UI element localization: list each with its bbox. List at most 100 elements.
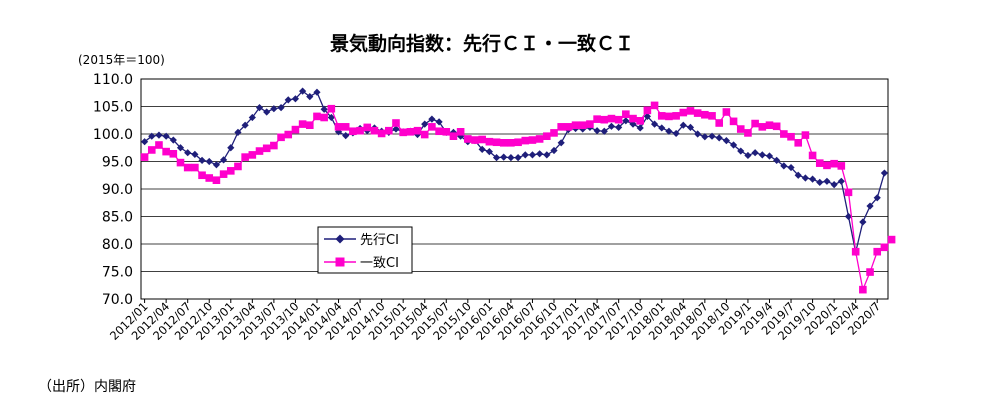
- data-point: [866, 268, 874, 276]
- data-point: [629, 114, 637, 123]
- data-point: [485, 137, 494, 146]
- data-point: [464, 135, 472, 143]
- data-point: [327, 113, 335, 122]
- data-point: [392, 125, 400, 133]
- plot-area: [140, 78, 889, 300]
- data-point: [356, 126, 364, 135]
- x-axis-ticks: 2012/012012/042012/072012/102013/012013/…: [107, 299, 883, 343]
- y-tick-label: 85.0: [102, 210, 133, 226]
- data-point: [701, 110, 709, 119]
- data-point: [550, 146, 558, 155]
- data-point: [219, 170, 228, 178]
- data-point: [320, 113, 328, 122]
- data-point: [607, 114, 616, 123]
- data-point: [449, 132, 458, 140]
- data-point: [744, 151, 752, 160]
- data-point: [751, 119, 759, 128]
- data-point: [543, 151, 551, 159]
- data-point: [643, 106, 652, 115]
- data-point: [758, 151, 766, 159]
- data-point: [212, 161, 221, 169]
- y-axis-ticks: 110.0 105.0 100.0 95.0 90.0 85.0 80.0 75.0 70.0: [93, 72, 133, 308]
- data-point: [600, 115, 609, 124]
- data-point: [241, 153, 249, 161]
- data-point: [291, 125, 300, 134]
- data-point: [729, 117, 738, 126]
- data-point: [507, 139, 515, 147]
- chart-title: 景気動向指数：先行ＣＩ・一致ＣＩ: [330, 32, 634, 55]
- data-point: [255, 104, 264, 112]
- data-point: [528, 136, 537, 144]
- data-point: [765, 121, 774, 129]
- legend: 先行CI 一致CI: [317, 226, 413, 274]
- data-point: [564, 123, 573, 131]
- data-point: [665, 127, 673, 135]
- data-point: [478, 135, 486, 144]
- data-point: [406, 128, 415, 136]
- data-point: [715, 134, 723, 142]
- data-point: [492, 138, 501, 147]
- data-point: [191, 150, 199, 158]
- data-point: [327, 104, 336, 113]
- data-point: [413, 126, 422, 135]
- data-point: [851, 247, 860, 256]
- data-point: [578, 121, 587, 129]
- y-tick-label: 105.0: [93, 100, 133, 116]
- gridlines: [141, 78, 888, 300]
- data-point: [859, 218, 867, 226]
- data-point: [334, 123, 343, 131]
- data-point: [155, 131, 163, 139]
- data-point: [729, 141, 738, 149]
- data-point: [535, 135, 544, 143]
- data-point: [880, 243, 889, 252]
- data-point: [191, 163, 199, 172]
- data-point: [715, 119, 724, 127]
- data-point: [305, 121, 314, 129]
- source-note: （出所）内閣府: [38, 379, 136, 395]
- data-point: [284, 130, 293, 139]
- data-point: [557, 123, 565, 131]
- data-point: [844, 212, 853, 221]
- data-point: [650, 120, 659, 128]
- data-point: [773, 156, 781, 164]
- data-point: [521, 151, 529, 159]
- data-point: [435, 127, 443, 136]
- data-point: [543, 132, 551, 140]
- data-point: [837, 177, 845, 185]
- legend-box: [317, 226, 413, 274]
- data-point: [421, 120, 429, 128]
- data-point: [815, 159, 824, 167]
- data-point: [622, 110, 630, 118]
- unit-label: (2015年＝100): [78, 53, 165, 67]
- data-point: [248, 113, 256, 122]
- data-point: [787, 163, 795, 172]
- legend-label-leading: 先行CI: [360, 233, 399, 248]
- data-point: [521, 136, 530, 145]
- data-point: [658, 124, 666, 132]
- data-point: [399, 128, 407, 137]
- data-point: [220, 156, 228, 164]
- y-tick-label: 75.0: [102, 265, 133, 281]
- data-point: [341, 123, 350, 131]
- data-point: [176, 144, 185, 152]
- data-point: [837, 162, 846, 170]
- data-point: [586, 120, 594, 128]
- data-point: [686, 123, 695, 131]
- data-point: [413, 130, 422, 139]
- data-point: [737, 147, 745, 155]
- series-leading: [140, 87, 889, 256]
- data-point: [205, 174, 214, 182]
- data-point: [313, 112, 321, 121]
- data-point: [198, 171, 206, 180]
- data-point: [528, 151, 537, 159]
- data-point: [650, 101, 659, 110]
- data-point: [873, 247, 882, 256]
- data-point: [679, 108, 688, 117]
- data-point: [270, 141, 278, 150]
- data-point: [801, 174, 809, 182]
- data-point: [672, 112, 680, 120]
- data-point: [155, 141, 163, 149]
- series-line: [144, 104, 893, 292]
- data-point: [844, 188, 853, 197]
- data-point: [672, 129, 680, 138]
